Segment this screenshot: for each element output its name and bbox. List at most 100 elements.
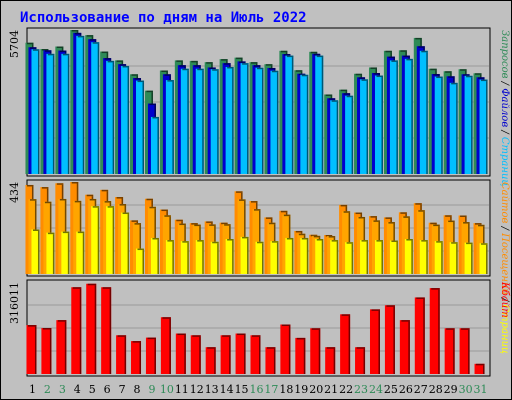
bar-kbytes-Кбайт-day-23: [355, 347, 366, 374]
bar-requests-Страниц-day-10: [165, 80, 174, 174]
legend-kbytes: Кбайт: [499, 281, 510, 318]
bar-visits-Страниц-day-1: [31, 229, 40, 274]
bar-kbytes-Кбайт-day-24: [369, 309, 380, 374]
day-label: 27: [414, 383, 428, 396]
bar-visits-Страниц-day-11: [180, 241, 189, 274]
bar-requests-Страниц-day-18: [285, 55, 294, 174]
bar-requests-Страниц-day-31: [479, 79, 488, 174]
bar-requests-Страниц-day-3: [61, 53, 70, 174]
bar-kbytes-Кбайт-day-31: [474, 363, 485, 374]
bar-kbytes-Кбайт-day-6: [101, 287, 112, 374]
bar-kbytes-Кбайт-day-26: [399, 320, 410, 374]
day-label: 28: [429, 383, 443, 396]
bar-requests-Страниц-day-6: [106, 60, 115, 174]
bar-kbytes-Кбайт-day-3: [56, 320, 67, 374]
bar-visits-Страниц-day-15: [240, 236, 249, 274]
bar-kbytes-Кбайт-day-10: [160, 317, 171, 374]
bar-requests-Страниц-day-28: [434, 76, 443, 174]
bar-kbytes-Кбайт-day-4: [71, 287, 82, 374]
day-label: 24: [369, 383, 383, 396]
day-label: 13: [205, 383, 219, 396]
bar-visits-Страниц-day-22: [345, 242, 354, 274]
bar-kbytes-Кбайт-day-7: [116, 335, 127, 374]
bar-visits-Страниц-day-12: [195, 240, 204, 274]
bar-kbytes-Кбайт-day-16: [250, 335, 261, 374]
bar-requests-Страниц-day-27: [419, 50, 428, 174]
bar-visits-Страниц-day-26: [404, 239, 413, 274]
axis-max-label-kbytes: 316011: [8, 282, 21, 324]
bar-visits-Страниц-day-7: [121, 212, 130, 274]
bar-visits-Страниц-day-24: [374, 240, 383, 274]
bar-visits-Страниц-day-16: [255, 241, 264, 274]
bar-kbytes-Кбайт-day-12: [190, 335, 201, 374]
bar-visits-Страниц-day-10: [165, 240, 174, 274]
legend-item: Файлов: [499, 88, 510, 127]
bar-requests-Страниц-day-14: [225, 66, 234, 174]
bar-requests-Страниц-day-21: [330, 100, 339, 174]
bar-requests-Страниц-day-24: [374, 75, 383, 174]
bar-requests-Страниц-day-25: [389, 60, 398, 175]
day-label: 10: [160, 383, 174, 396]
bar-visits-Страниц-day-21: [330, 240, 339, 274]
day-label: 26: [399, 383, 413, 396]
legend-requests: Запросов / Файлов / Страниц: [499, 30, 510, 186]
bar-visits-Страниц-day-17: [270, 241, 279, 274]
bar-requests-Страниц-day-11: [180, 68, 189, 174]
axis-max-label-requests: 5704: [8, 30, 21, 58]
legend-item: Страниц: [499, 137, 510, 187]
bar-kbytes-Кбайт-day-9: [145, 337, 156, 374]
bar-visits-Страниц-day-3: [61, 231, 70, 274]
day-label: 11: [175, 383, 189, 396]
bar-kbytes-Кбайт-day-2: [41, 328, 52, 374]
bar-requests-Страниц-day-8: [136, 80, 145, 174]
bar-visits-Страниц-day-23: [360, 240, 369, 274]
legend-item: Кбайт: [499, 281, 510, 318]
bar-requests-Страниц-day-9: [150, 116, 159, 174]
day-label: 7: [119, 383, 126, 396]
bar-requests-Страниц-day-29: [449, 82, 458, 174]
bar-requests-Страниц-day-17: [270, 70, 279, 174]
bar-requests-Страниц-day-12: [195, 68, 204, 174]
panel-visits: 434 Сайтов / Посещений / Страниц: [8, 179, 510, 354]
bar-requests-Страниц-day-15: [240, 63, 249, 174]
bar-visits-Страниц-day-6: [106, 206, 115, 274]
bar-kbytes-Кбайт-day-27: [414, 297, 425, 374]
day-label: 29: [444, 383, 458, 396]
bar-visits-Страниц-day-18: [285, 237, 294, 274]
day-label: 30: [459, 383, 473, 396]
bar-visits-Страниц-day-9: [150, 237, 159, 274]
legend-item: Запросов: [499, 30, 510, 79]
bar-requests-Страниц-day-26: [404, 58, 413, 175]
chart-title: Использование по дням на Июль 2022: [20, 10, 307, 26]
bar-requests-Страниц-day-23: [360, 79, 369, 174]
day-label: 25: [384, 383, 398, 396]
day-label: 2: [44, 383, 51, 396]
bar-requests-Страниц-day-19: [300, 74, 309, 174]
bar-visits-Страниц-day-20: [315, 239, 324, 274]
day-label: 21: [324, 383, 338, 396]
day-label: 3: [59, 383, 66, 396]
bar-visits-Страниц-day-4: [76, 231, 85, 274]
bar-requests-Страниц-day-20: [315, 55, 324, 174]
bar-visits-Страниц-day-19: [300, 237, 309, 274]
bar-visits-Страниц-day-29: [449, 242, 458, 274]
day-label: 9: [148, 383, 155, 396]
day-label: 16: [250, 383, 264, 396]
panel-requests: 5704 Запросов / Файлов / Страниц: [8, 27, 510, 186]
day-label: 14: [220, 383, 234, 396]
day-label: 19: [294, 383, 308, 396]
bar-visits-Страниц-day-25: [389, 240, 398, 274]
day-label: 5: [89, 383, 96, 396]
bar-kbytes-Кбайт-day-30: [459, 328, 470, 374]
day-label: 1: [29, 383, 36, 396]
day-label: 20: [309, 383, 323, 396]
day-label: 4: [74, 383, 81, 396]
bar-kbytes-Кбайт-day-15: [235, 333, 246, 374]
bar-kbytes-Кбайт-day-21: [325, 347, 336, 374]
day-label: 31: [474, 383, 488, 396]
bar-kbytes-Кбайт-day-11: [175, 333, 186, 374]
bar-kbytes-Кбайт-day-18: [280, 324, 291, 374]
bar-kbytes-Кбайт-day-29: [444, 328, 455, 374]
legend-item: Посещений: [499, 232, 510, 295]
